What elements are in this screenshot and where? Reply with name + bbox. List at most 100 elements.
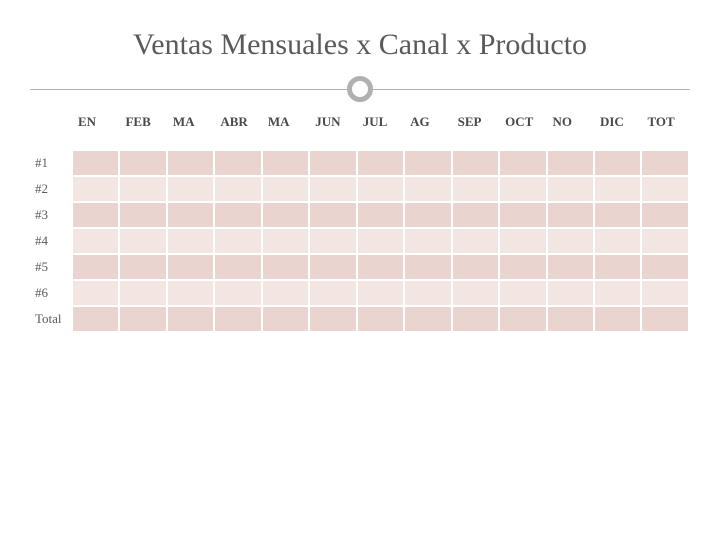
table-cell	[214, 202, 261, 228]
table-cell	[167, 254, 214, 280]
table-cell	[499, 254, 546, 280]
table-cell	[547, 306, 594, 332]
sales-table-container: EN FEB MA ABR MA JUN JUL AG SEP OCT NO D…	[30, 110, 690, 333]
table-cell	[547, 176, 594, 202]
table-cell	[72, 202, 119, 228]
table-cell	[499, 280, 546, 306]
table-cell	[594, 228, 641, 254]
table-cell	[262, 228, 309, 254]
table-cell	[452, 254, 499, 280]
table-cell	[72, 176, 119, 202]
table-cell	[594, 254, 641, 280]
table-cell	[404, 280, 451, 306]
table-cell	[357, 280, 404, 306]
table-cell	[262, 280, 309, 306]
table-cell	[262, 202, 309, 228]
col-header: EN	[72, 110, 119, 150]
table-cell	[119, 150, 166, 176]
table-cell	[309, 306, 356, 332]
table-cell	[214, 228, 261, 254]
col-header: JUN	[309, 110, 356, 150]
table-cell	[547, 150, 594, 176]
table-cell	[641, 176, 689, 202]
table-cell	[452, 150, 499, 176]
table-cell	[357, 254, 404, 280]
table-cell	[119, 228, 166, 254]
table-cell	[404, 150, 451, 176]
table-cell	[641, 254, 689, 280]
table-cell	[452, 176, 499, 202]
table-row: #6	[30, 280, 689, 306]
table-cell	[119, 254, 166, 280]
divider	[30, 74, 690, 104]
table-cell	[309, 150, 356, 176]
table-cell	[499, 150, 546, 176]
col-header: MA	[167, 110, 214, 150]
header-spacer	[30, 110, 72, 150]
slide: Ventas Mensuales x Canal x Producto EN F…	[0, 0, 720, 540]
table-cell	[262, 254, 309, 280]
table-cell	[641, 306, 689, 332]
table-row: #5	[30, 254, 689, 280]
table-cell	[119, 280, 166, 306]
table-cell	[167, 150, 214, 176]
table-cell	[452, 280, 499, 306]
table-cell	[309, 202, 356, 228]
table-cell	[499, 228, 546, 254]
row-label: #6	[30, 280, 72, 306]
table-cell	[72, 150, 119, 176]
table-cell	[404, 228, 451, 254]
row-label: #4	[30, 228, 72, 254]
row-label: Total	[30, 306, 72, 332]
table-header-row: EN FEB MA ABR MA JUN JUL AG SEP OCT NO D…	[30, 110, 689, 150]
table-cell	[547, 202, 594, 228]
col-header: ABR	[214, 110, 261, 150]
table-cell	[594, 306, 641, 332]
table-cell	[167, 306, 214, 332]
table-cell	[72, 306, 119, 332]
table-cell	[72, 254, 119, 280]
row-label: #2	[30, 176, 72, 202]
row-label: #3	[30, 202, 72, 228]
table-row: #2	[30, 176, 689, 202]
table-cell	[499, 306, 546, 332]
table-cell	[357, 176, 404, 202]
divider-circle-icon	[347, 76, 373, 102]
table-cell	[72, 280, 119, 306]
table-cell	[452, 306, 499, 332]
table-row: Total	[30, 306, 689, 332]
table-cell	[167, 280, 214, 306]
table-cell	[309, 280, 356, 306]
col-header: FEB	[119, 110, 166, 150]
table-cell	[214, 176, 261, 202]
table-cell	[214, 150, 261, 176]
table-cell	[452, 202, 499, 228]
table-cell	[167, 228, 214, 254]
col-header: NO	[547, 110, 594, 150]
table-cell	[594, 150, 641, 176]
table-cell	[214, 280, 261, 306]
table-cell	[357, 306, 404, 332]
table-cell	[499, 176, 546, 202]
col-header: JUL	[357, 110, 404, 150]
table-cell	[594, 176, 641, 202]
table-cell	[119, 202, 166, 228]
table-cell	[357, 228, 404, 254]
table-body: #1 #2 #3 #4 #5 #6 Total	[30, 150, 689, 332]
table-cell	[309, 176, 356, 202]
table-cell	[547, 228, 594, 254]
table-cell	[641, 150, 689, 176]
table-cell	[214, 306, 261, 332]
col-header: SEP	[452, 110, 499, 150]
table-cell	[357, 150, 404, 176]
table-cell	[309, 254, 356, 280]
table-head: EN FEB MA ABR MA JUN JUL AG SEP OCT NO D…	[30, 110, 689, 150]
table-cell	[594, 202, 641, 228]
col-header: TOT	[641, 110, 689, 150]
table-cell	[641, 228, 689, 254]
table-cell	[167, 176, 214, 202]
table-cell	[262, 150, 309, 176]
table-cell	[452, 228, 499, 254]
sales-table: EN FEB MA ABR MA JUN JUL AG SEP OCT NO D…	[30, 110, 690, 333]
table-cell	[262, 176, 309, 202]
